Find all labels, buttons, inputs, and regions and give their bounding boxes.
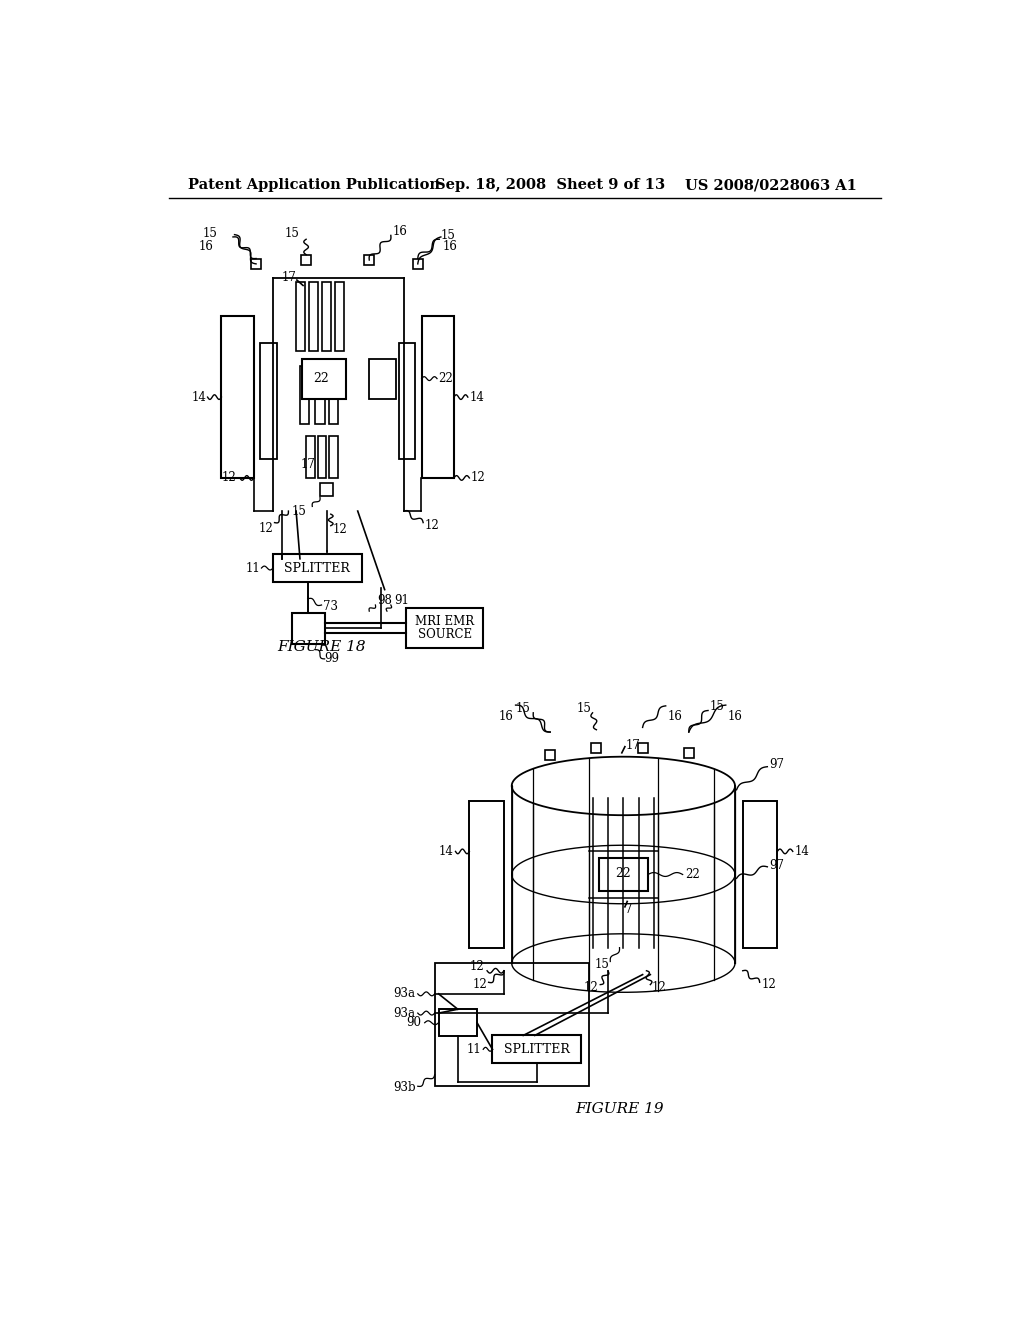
Bar [545, 750, 555, 759]
Bar [422, 317, 454, 478]
Text: 91: 91 [394, 594, 409, 607]
Text: SPLITTER: SPLITTER [504, 1043, 569, 1056]
Text: Sep. 18, 2008  Sheet 9 of 13: Sep. 18, 2008 Sheet 9 of 13 [435, 178, 665, 193]
Text: 93a: 93a [393, 1007, 416, 1019]
Text: 12: 12 [470, 961, 484, 973]
Text: 12: 12 [472, 978, 487, 991]
Bar [221, 317, 254, 478]
Text: 15: 15 [291, 504, 306, 517]
Text: 17: 17 [282, 271, 296, 284]
Text: 12: 12 [584, 981, 599, 994]
Bar [599, 858, 648, 891]
Text: 93a: 93a [393, 987, 416, 1001]
Text: 22: 22 [615, 867, 631, 880]
Bar [592, 743, 601, 754]
Bar [398, 343, 416, 459]
Text: 15: 15 [441, 228, 456, 242]
Text: 14: 14 [191, 391, 206, 404]
Text: 12: 12 [425, 519, 439, 532]
Text: Patent Application Publication: Patent Application Publication [188, 178, 440, 193]
Bar [319, 483, 333, 496]
Bar [742, 801, 777, 948]
Text: 12: 12 [761, 978, 776, 991]
Text: 11: 11 [245, 561, 260, 574]
Bar [493, 1035, 581, 1063]
Bar [335, 281, 344, 351]
Bar [296, 281, 305, 351]
Bar [301, 359, 346, 399]
Text: FIGURE 19: FIGURE 19 [575, 1102, 664, 1117]
Text: 14: 14 [469, 391, 484, 404]
Text: 90: 90 [407, 1016, 422, 1030]
Bar [306, 436, 314, 478]
Bar [684, 748, 694, 758]
Text: 12: 12 [471, 471, 485, 484]
Text: 15: 15 [577, 702, 591, 715]
Text: 22: 22 [438, 372, 454, 385]
Text: 17: 17 [300, 458, 315, 471]
Text: SOURCE: SOURCE [418, 628, 472, 640]
Bar [469, 801, 504, 948]
Text: 7: 7 [625, 903, 633, 916]
Bar [301, 255, 311, 265]
Bar [260, 343, 276, 459]
Text: 16: 16 [668, 710, 682, 723]
Text: 12: 12 [258, 521, 273, 535]
Bar [330, 436, 338, 478]
Bar [315, 367, 325, 424]
Bar [322, 281, 331, 351]
Text: 12: 12 [333, 523, 347, 536]
Bar [638, 743, 647, 752]
Bar [435, 964, 589, 1086]
Bar [273, 554, 361, 582]
Text: 22: 22 [685, 869, 699, 880]
Text: 16: 16 [499, 710, 513, 723]
Text: MRI EMR: MRI EMR [415, 615, 474, 628]
Text: 22: 22 [313, 372, 330, 385]
Text: 16: 16 [199, 240, 214, 253]
Text: 16: 16 [442, 240, 458, 253]
Bar [438, 1010, 477, 1036]
Text: 97: 97 [769, 758, 784, 771]
Text: 98: 98 [377, 594, 392, 607]
Text: 14: 14 [795, 845, 809, 858]
Text: 15: 15 [516, 702, 531, 715]
Text: 73: 73 [323, 601, 338, 612]
Text: FIGURE 18: FIGURE 18 [278, 640, 366, 655]
Text: 93b: 93b [393, 1081, 416, 1094]
Text: 16: 16 [392, 224, 408, 238]
Bar [300, 367, 309, 424]
Text: US 2008/0228063 A1: US 2008/0228063 A1 [685, 178, 857, 193]
Text: 15: 15 [285, 227, 300, 240]
Bar [370, 359, 396, 399]
Text: 11: 11 [467, 1043, 481, 1056]
Bar [309, 281, 318, 351]
Text: 12: 12 [652, 981, 667, 994]
Text: 15: 15 [710, 700, 724, 713]
Text: SPLITTER: SPLITTER [285, 561, 350, 574]
Text: 99: 99 [325, 652, 340, 665]
Text: 17: 17 [626, 739, 641, 751]
Bar [330, 367, 339, 424]
Text: 15: 15 [203, 227, 217, 240]
Bar [407, 609, 483, 648]
Text: 14: 14 [439, 845, 454, 858]
Text: 12: 12 [222, 471, 237, 484]
Bar [292, 612, 325, 644]
Text: 15: 15 [595, 958, 609, 972]
Bar [251, 259, 261, 269]
Text: 97: 97 [769, 859, 784, 871]
Bar [317, 436, 326, 478]
Bar [365, 255, 374, 265]
Bar [413, 259, 423, 269]
Text: 16: 16 [727, 710, 742, 723]
